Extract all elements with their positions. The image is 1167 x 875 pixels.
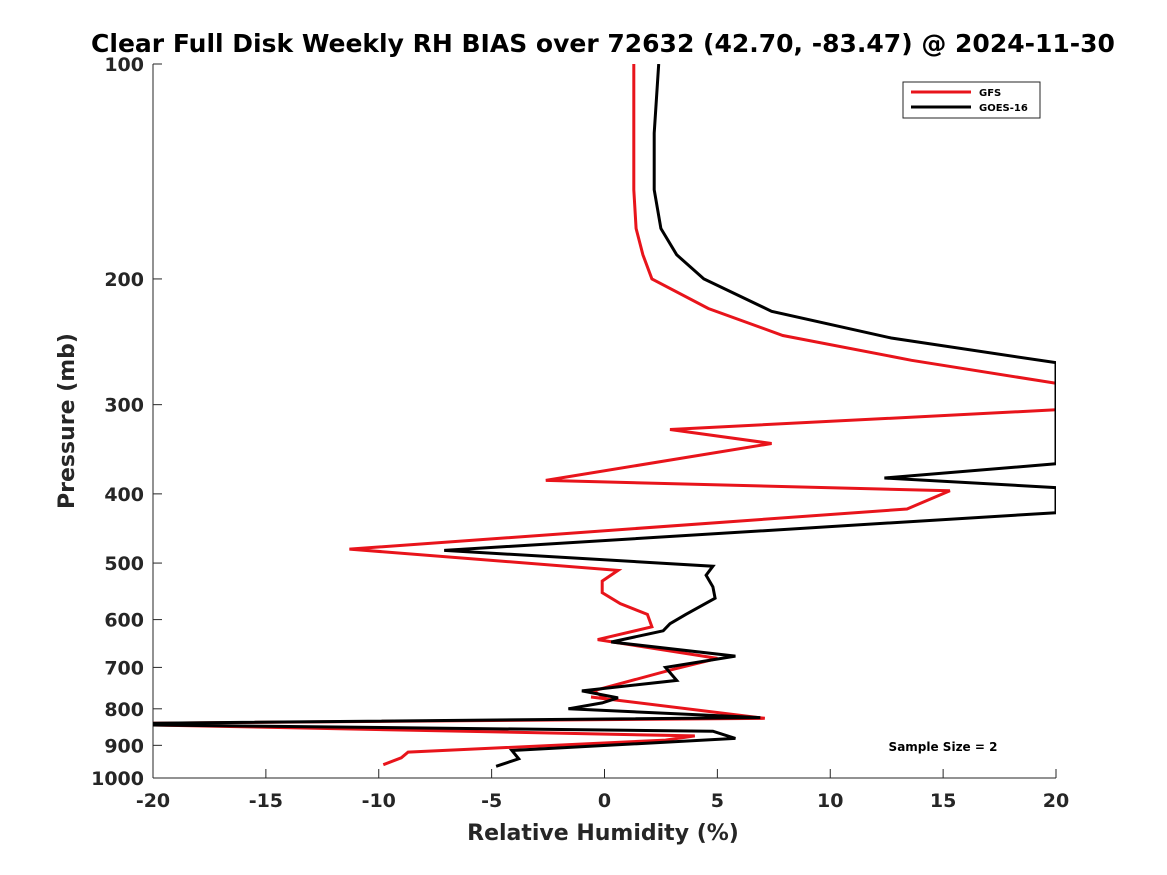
y-axis-label: Pressure (mb) — [55, 333, 80, 509]
y-tick-label: 400 — [104, 484, 144, 506]
y-tick-label: 800 — [104, 699, 144, 721]
x-tick-label: 20 — [1043, 790, 1069, 812]
plot-area: -20 -15 -10 -5 0 5 10 15 20 100 200 300 400 500 600 700… — [91, 54, 1069, 812]
x-tick-label: -20 — [136, 790, 170, 812]
sample-size-annotation: Sample Size = 2 — [889, 740, 998, 754]
y-tick-label: 1000 — [91, 768, 144, 790]
series-line-gfs — [153, 64, 1056, 767]
series-line-goes-16 — [153, 64, 1056, 768]
x-tick-label: -15 — [249, 790, 283, 812]
x-tick-label: 15 — [930, 790, 956, 812]
legend-box — [902, 81, 1041, 119]
y-tick-label: 500 — [104, 553, 144, 575]
x-tick-label: 10 — [817, 790, 843, 812]
legend-label-gfs: GFS — [979, 88, 1001, 99]
x-tick-label: 5 — [711, 790, 724, 812]
legend: GFS GOES-16 — [902, 81, 1041, 119]
y-tick-label: 200 — [104, 269, 144, 291]
x-tick-label: 0 — [598, 790, 611, 812]
x-axis-label: Relative Humidity (%) — [467, 821, 739, 846]
y-tick-label: 300 — [104, 395, 144, 417]
y-tick-label: 600 — [104, 610, 144, 632]
legend-label-goes-16: GOES-16 — [979, 103, 1028, 114]
x-tick-label: -5 — [481, 790, 502, 812]
chart-title: Clear Full Disk Weekly RH BIAS over 7263… — [91, 29, 1115, 58]
y-tick-label: 700 — [104, 657, 144, 679]
x-tick-label: -10 — [362, 790, 396, 812]
y-tick-label: 900 — [104, 735, 144, 757]
y-tick-label: 100 — [104, 54, 144, 76]
